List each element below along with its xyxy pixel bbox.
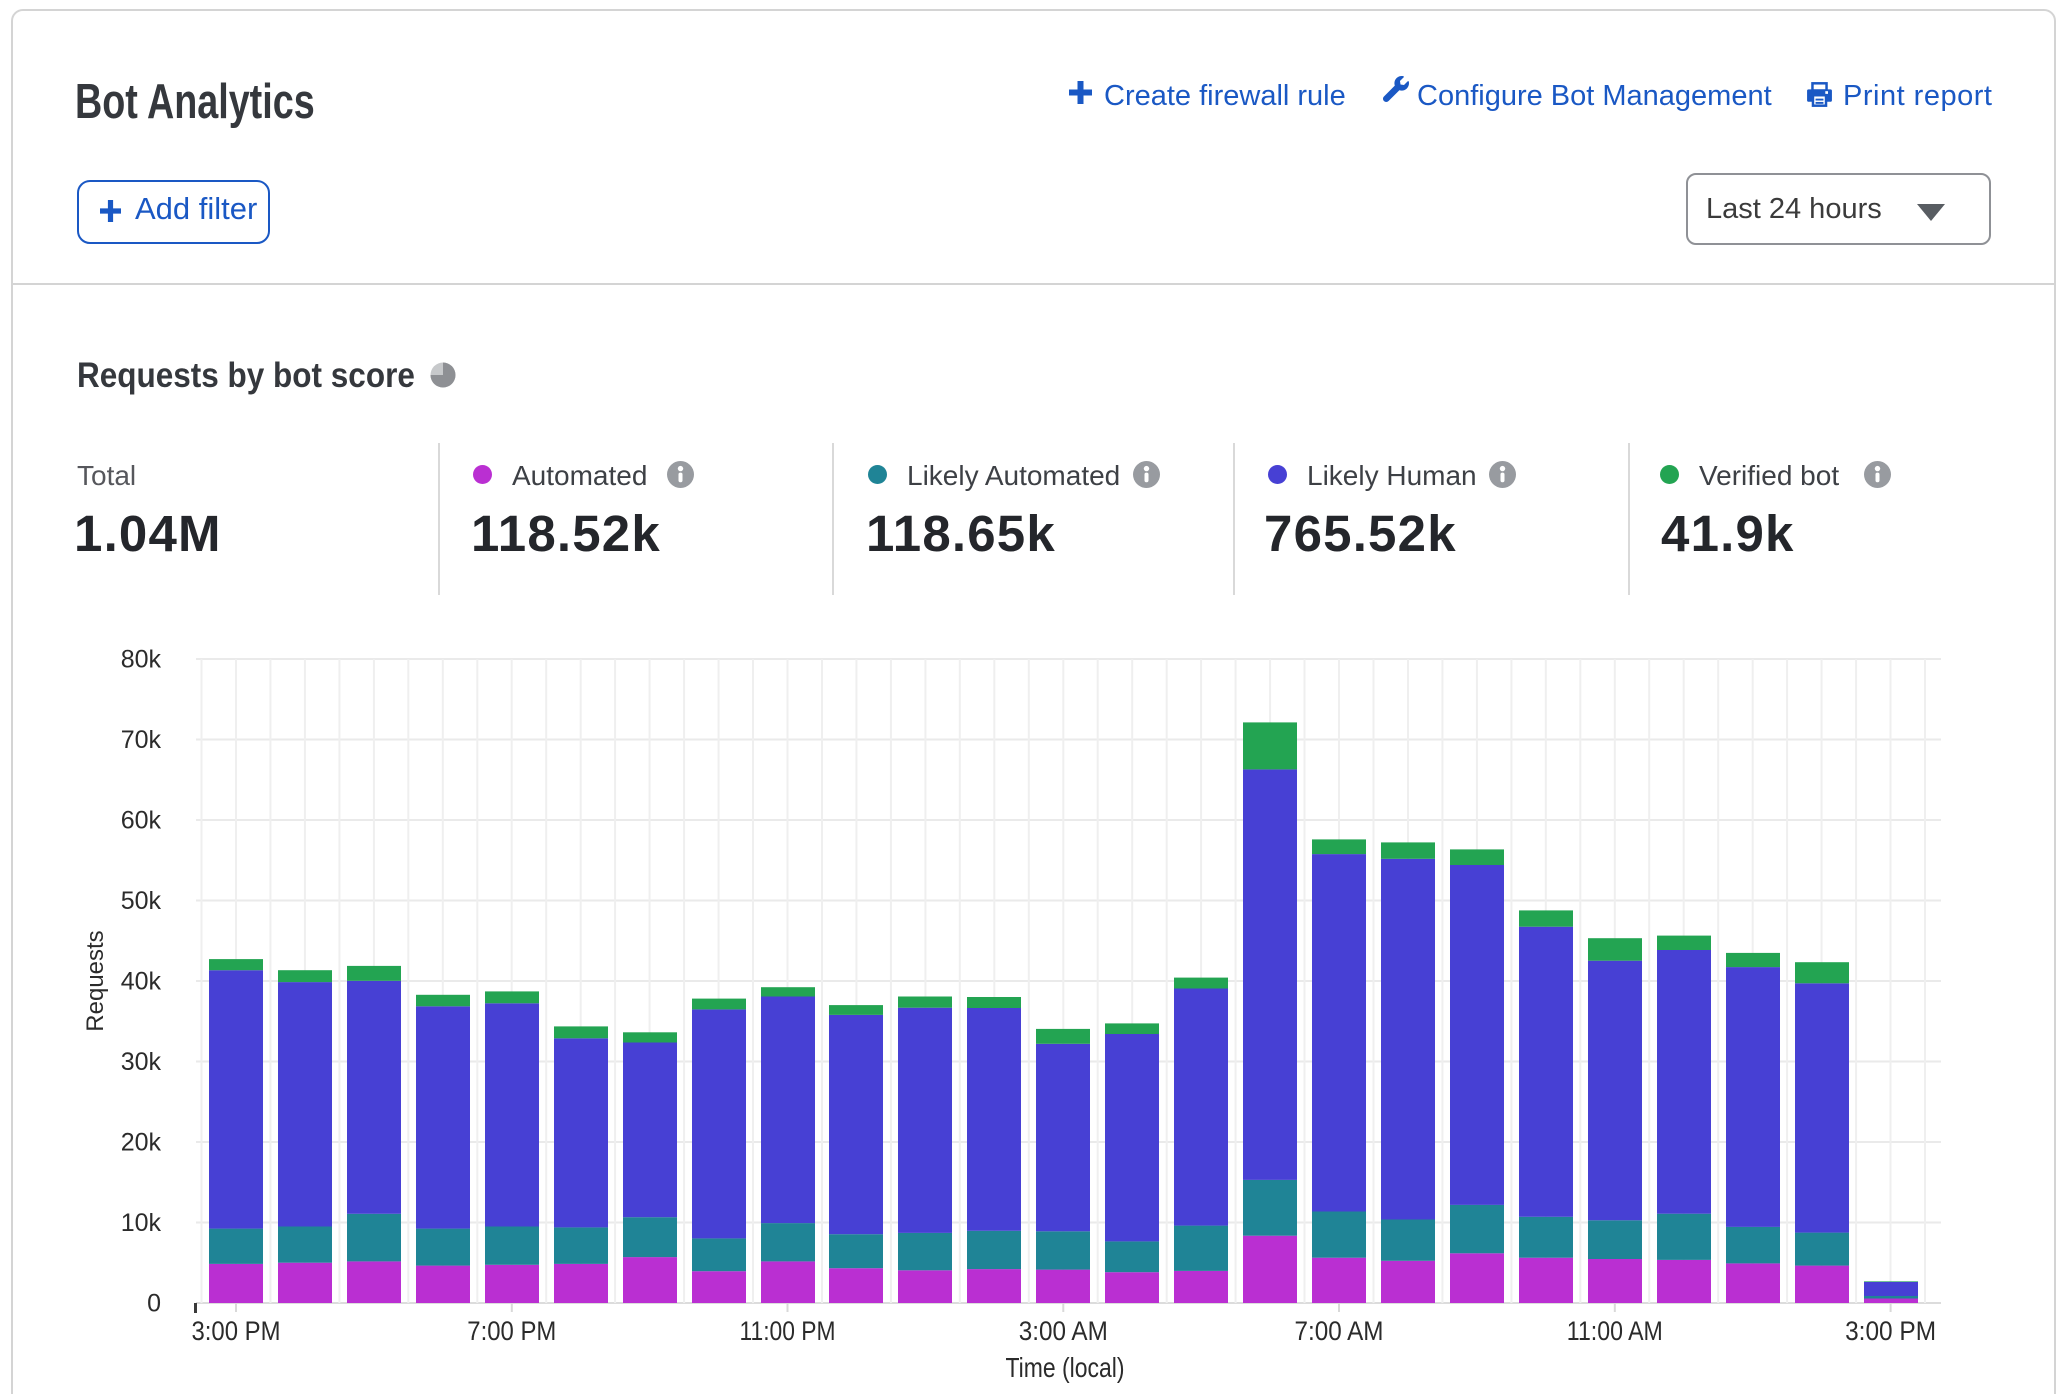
svg-text:80k: 80k [121,646,162,674]
svg-text:50k: 50k [121,887,162,915]
svg-text:3:00 AM: 3:00 AM [1019,1316,1108,1346]
svg-text:0: 0 [147,1290,161,1318]
svg-text:3:00 PM: 3:00 PM [1845,1316,1936,1346]
svg-text:11:00 PM: 11:00 PM [740,1316,836,1346]
svg-text:3:00 PM: 3:00 PM [192,1316,281,1346]
svg-text:20k: 20k [121,1129,162,1157]
svg-text:7:00 AM: 7:00 AM [1295,1316,1384,1346]
svg-text:7:00 PM: 7:00 PM [467,1316,556,1346]
svg-text:60k: 60k [121,807,162,835]
svg-text:30k: 30k [121,1048,162,1076]
svg-text:Time (local): Time (local) [1006,1352,1125,1383]
svg-text:Requests: Requests [82,930,109,1031]
svg-text:10k: 10k [121,1209,162,1237]
svg-text:40k: 40k [121,968,162,996]
svg-text:11:00 AM: 11:00 AM [1567,1316,1663,1346]
svg-text:70k: 70k [121,726,162,754]
